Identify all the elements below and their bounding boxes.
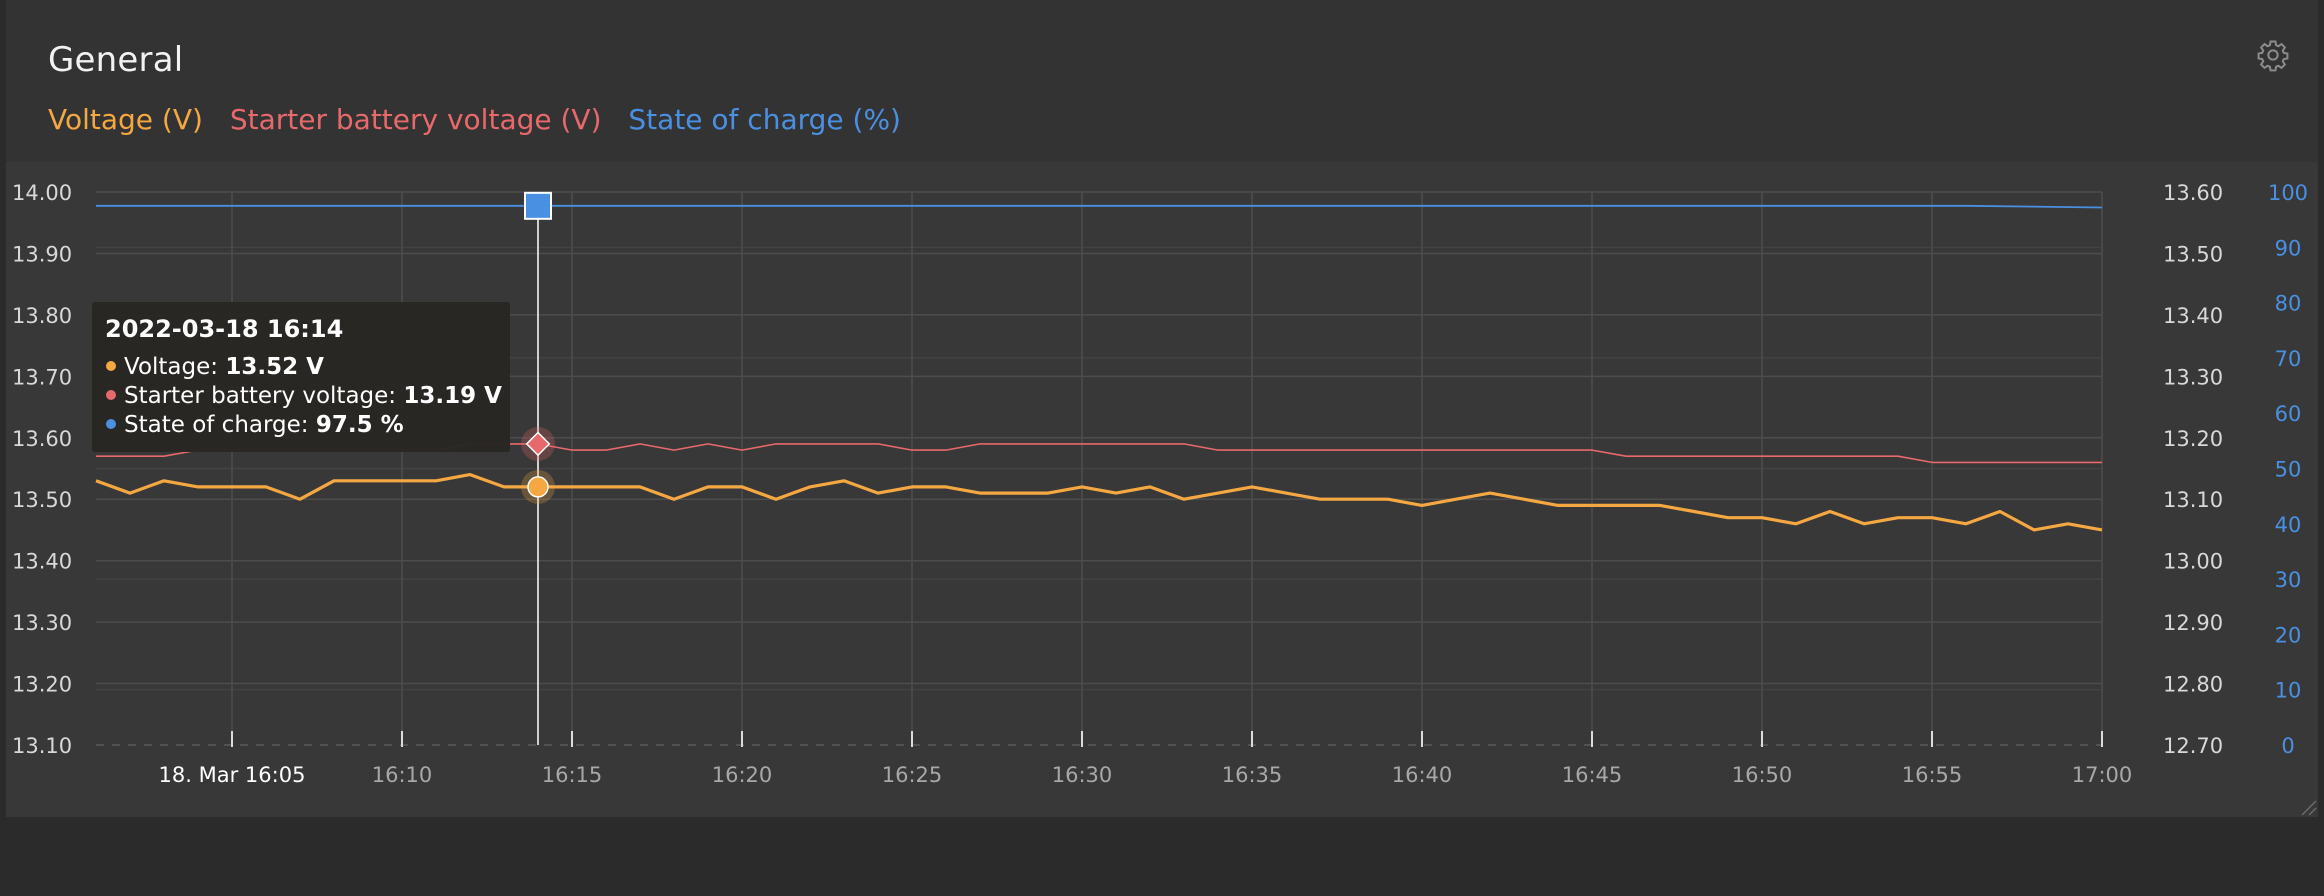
tooltip-label: Starter battery voltage:	[124, 383, 404, 409]
left-axis-tick-label: 13.10	[12, 734, 72, 758]
chart-panel: General Voltage (V) Starter battery volt…	[6, 0, 2318, 817]
x-tick-label: 16:45	[1562, 763, 1623, 787]
soc-marker	[524, 191, 552, 220]
left-axis-tick-label: 13.50	[12, 488, 72, 512]
x-tick-label: 16:10	[372, 763, 433, 787]
soc-axis-tick-label: 40	[2275, 513, 2302, 537]
tooltip-row-voltage: Voltage: 13.52 V	[106, 354, 324, 380]
tooltip-title: 2022-03-18 16:14	[105, 315, 344, 343]
tooltip-label: Voltage:	[124, 354, 226, 380]
soc-axis-tick-label: 0	[2281, 734, 2294, 758]
x-tick-label: 16:15	[542, 763, 603, 787]
left-axis-tick-label: 14.00	[12, 181, 72, 205]
right-axis-tick-label: 13.20	[2163, 427, 2223, 451]
soc-axis-tick-label: 10	[2275, 679, 2302, 703]
left-axis-tick-label: 13.20	[12, 673, 72, 697]
soc-axis-tick-label: 90	[2275, 236, 2302, 260]
x-tick-label: 16:30	[1052, 763, 1113, 787]
voltage-dot-icon	[106, 360, 116, 371]
right-axis-tick-label: 12.70	[2163, 734, 2223, 758]
resize-handle-icon[interactable]	[2296, 795, 2318, 817]
x-tick-label: 17:00	[2072, 763, 2133, 787]
soc-axis-tick-label: 100	[2268, 181, 2308, 205]
right-axis-tick-label: 13.50	[2163, 242, 2223, 266]
right-axis-tick-label: 13.30	[2163, 365, 2223, 389]
right-axis-tick-label: 12.80	[2163, 673, 2223, 697]
x-tick-label: 16:40	[1392, 763, 1453, 787]
series-line-voltage-v	[95, 473, 2103, 532]
soc-axis-tick-label: 70	[2275, 347, 2302, 371]
left-axis-tick-label: 13.80	[12, 304, 72, 328]
legend-item-starter-voltage[interactable]: Starter battery voltage (V)	[229, 103, 602, 136]
left-axis-tick-label: 13.70	[12, 365, 72, 389]
soc-dot-icon	[106, 418, 116, 429]
legend-item-voltage[interactable]: Voltage (V)	[48, 103, 203, 136]
chart-legend: Voltage (V) Starter battery voltage (V) …	[48, 103, 919, 136]
soc-axis-tick-label: 50	[2275, 458, 2302, 482]
starter-voltage-marker	[525, 431, 551, 457]
left-axis-tick-label: 13.60	[12, 427, 72, 451]
tooltip-value: 97.5 %	[315, 412, 404, 438]
gear-icon[interactable]	[2256, 38, 2290, 72]
tooltip-value: 13.52 V	[225, 354, 324, 380]
tooltip-value: 13.19 V	[403, 383, 502, 409]
right-axis-tick-label: 13.40	[2163, 304, 2223, 328]
left-axis-tick-label: 13.30	[12, 611, 72, 635]
tooltip-label: State of charge:	[124, 412, 316, 438]
right-axis-tick-label: 13.00	[2163, 550, 2223, 574]
x-tick-label: 16:25	[882, 763, 943, 787]
soc-axis-tick-label: 60	[2275, 402, 2302, 426]
legend-item-state-of-charge[interactable]: State of charge (%)	[628, 103, 901, 136]
right-axis-tick-label: 13.10	[2163, 488, 2223, 512]
x-tick-label: 16:50	[1732, 763, 1793, 787]
soc-axis-tick-label: 20	[2275, 623, 2302, 647]
tooltip-row-starter-voltage: Starter battery voltage: 13.19 V	[106, 383, 502, 409]
x-tick-label: 16:35	[1222, 763, 1283, 787]
voltage-marker	[527, 476, 549, 498]
series-line-state-of-charge	[96, 204, 2103, 209]
tooltip-row-state-of-charge: State of charge: 97.5 %	[106, 412, 404, 438]
left-axis-tick-label: 13.90	[12, 242, 72, 266]
left-axis-tick-label: 13.40	[12, 550, 72, 574]
right-axis-tick-label: 12.90	[2163, 611, 2223, 635]
x-tick-label: 18. Mar 16:05	[159, 763, 306, 787]
soc-axis-tick-label: 80	[2275, 292, 2302, 316]
right-axis-tick-label: 13.60	[2163, 181, 2223, 205]
x-tick-label: 16:55	[1902, 763, 1963, 787]
chart-tooltip: 2022-03-18 16:14 Voltage: 13.52 V Starte…	[92, 302, 510, 452]
starter-voltage-dot-icon	[106, 389, 116, 400]
panel-title: General	[48, 40, 184, 80]
x-tick-label: 16:20	[712, 763, 773, 787]
soc-axis-tick-label: 30	[2275, 568, 2302, 592]
